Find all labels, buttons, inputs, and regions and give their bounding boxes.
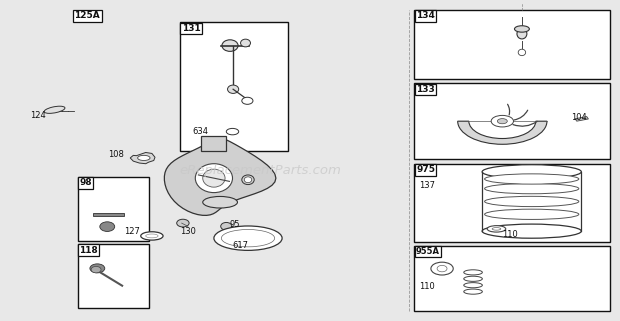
Ellipse shape — [203, 196, 237, 208]
Ellipse shape — [482, 165, 582, 179]
Ellipse shape — [464, 270, 482, 275]
Ellipse shape — [226, 128, 239, 135]
Text: 617: 617 — [232, 241, 249, 250]
Ellipse shape — [492, 228, 501, 230]
Bar — [71, 10, 409, 311]
Bar — [414, 246, 610, 311]
Ellipse shape — [485, 174, 579, 184]
Ellipse shape — [221, 222, 232, 230]
Bar — [410, 10, 614, 311]
Ellipse shape — [177, 219, 189, 227]
Ellipse shape — [517, 29, 527, 39]
Wedge shape — [458, 121, 547, 144]
Ellipse shape — [221, 230, 275, 247]
Text: 975: 975 — [416, 165, 435, 174]
Ellipse shape — [464, 276, 482, 281]
Bar — [180, 22, 288, 151]
Text: eReplacementParts.com: eReplacementParts.com — [179, 164, 342, 177]
Ellipse shape — [228, 85, 239, 93]
Bar — [575, 117, 588, 121]
Bar — [78, 177, 149, 241]
Polygon shape — [164, 138, 276, 215]
Text: 955A: 955A — [416, 247, 440, 256]
Ellipse shape — [491, 115, 513, 127]
Ellipse shape — [90, 264, 105, 273]
Ellipse shape — [464, 289, 482, 294]
Ellipse shape — [485, 209, 579, 220]
Bar — [93, 213, 124, 216]
Ellipse shape — [497, 118, 507, 124]
Ellipse shape — [242, 97, 253, 104]
Ellipse shape — [44, 106, 65, 113]
Text: 110: 110 — [502, 230, 518, 239]
Text: 125A: 125A — [74, 11, 100, 20]
Ellipse shape — [482, 224, 582, 238]
Text: 108: 108 — [108, 150, 125, 159]
Ellipse shape — [203, 169, 225, 187]
Bar — [414, 83, 610, 159]
Ellipse shape — [431, 262, 453, 275]
Text: 134: 134 — [416, 11, 435, 20]
Text: 137: 137 — [419, 181, 435, 190]
Text: 634: 634 — [192, 127, 208, 136]
Polygon shape — [202, 136, 226, 151]
Ellipse shape — [485, 184, 579, 194]
Ellipse shape — [241, 39, 250, 47]
Ellipse shape — [100, 222, 115, 231]
Text: 127: 127 — [124, 227, 140, 236]
Text: 104: 104 — [571, 113, 587, 122]
Bar — [414, 164, 610, 242]
Ellipse shape — [146, 234, 158, 238]
Text: 124: 124 — [30, 111, 45, 120]
Ellipse shape — [91, 266, 101, 273]
Ellipse shape — [244, 177, 252, 183]
Ellipse shape — [214, 226, 282, 250]
Ellipse shape — [138, 155, 150, 160]
Ellipse shape — [141, 232, 163, 240]
Ellipse shape — [464, 283, 482, 288]
Bar — [78, 244, 149, 308]
Ellipse shape — [242, 175, 254, 185]
Text: 131: 131 — [182, 24, 200, 33]
Text: 130: 130 — [180, 227, 196, 236]
Text: 133: 133 — [416, 85, 435, 94]
Ellipse shape — [515, 26, 529, 32]
Bar — [414, 10, 610, 79]
Text: 110: 110 — [419, 282, 435, 291]
Ellipse shape — [437, 265, 447, 272]
Ellipse shape — [487, 226, 506, 232]
Text: 118: 118 — [79, 246, 98, 255]
Ellipse shape — [222, 40, 238, 51]
Text: 98: 98 — [79, 178, 92, 187]
Ellipse shape — [485, 196, 579, 207]
Polygon shape — [130, 152, 155, 164]
Ellipse shape — [518, 49, 526, 56]
Text: 95: 95 — [229, 220, 240, 229]
Ellipse shape — [195, 164, 232, 193]
